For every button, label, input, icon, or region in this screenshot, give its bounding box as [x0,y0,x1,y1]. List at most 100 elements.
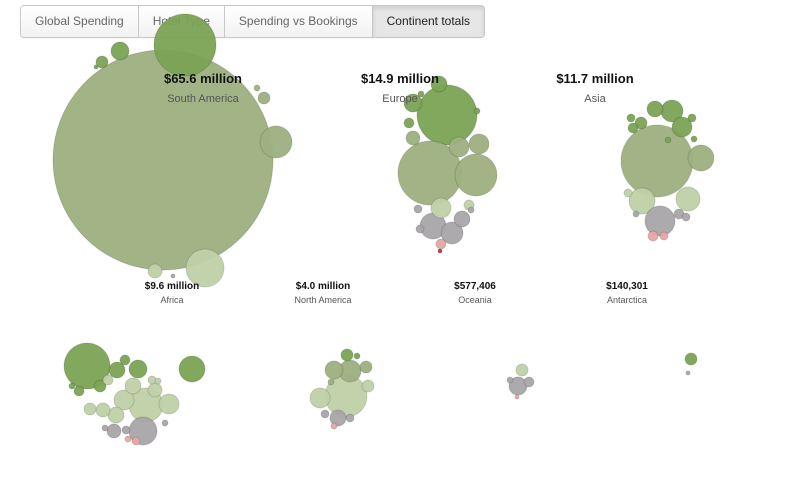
europe-bubble-16[interactable] [435,238,447,250]
europe-total: $14.9 million [361,71,439,86]
north-america-bubble-5[interactable] [309,387,331,409]
asia-bubble-16[interactable] [623,188,633,198]
asia-label: Asia [584,93,606,105]
africa-bubble-17[interactable] [106,423,122,439]
asia-bubble-10[interactable] [675,186,701,212]
africa-label: Africa [160,295,183,305]
europe-bubble-6[interactable] [430,75,448,93]
asia-bubble-4[interactable] [634,116,648,130]
africa-bubble-22[interactable] [68,382,76,390]
south-america-bubble-10[interactable] [170,273,176,279]
africa-bubble-19[interactable] [131,436,141,446]
north-america-bubble-10[interactable] [330,422,338,430]
europe-bubble-10[interactable] [440,221,464,245]
south-america-bubble-8[interactable] [257,91,271,105]
asia-bubble-2[interactable] [671,116,693,138]
asia-bubble-14[interactable] [647,230,659,242]
south-america-bubble-3[interactable] [259,125,293,159]
europe-bubble-18[interactable] [417,90,425,98]
north-america-bubble-3[interactable] [359,360,373,374]
antarctica-bubble-1[interactable] [685,370,691,376]
europe-bubble-14[interactable] [413,204,423,214]
asia-bubble-6[interactable] [626,113,636,123]
oceania-total: $577,406 [454,281,496,292]
asia-bubble-3[interactable] [646,100,664,118]
north-america-bubble-11[interactable] [353,352,361,360]
asia-bubble-9[interactable] [628,187,656,215]
europe-bubble-17[interactable] [437,248,443,254]
africa-bubble-6[interactable] [158,393,180,415]
south-america-bubble-1[interactable] [153,13,217,77]
asia-bubble-5[interactable] [627,122,639,134]
asia-bubble-19[interactable] [664,136,672,144]
africa-bubble-0[interactable] [63,342,111,390]
tab-global-spending[interactable]: Global Spending [21,6,139,37]
africa-bubble-4[interactable] [113,389,135,411]
africa-bubble-15[interactable] [147,382,163,398]
africa-bubble-16[interactable] [102,374,114,386]
antarctica-total: $140,301 [606,281,648,292]
asia-bubble-15[interactable] [659,231,669,241]
europe-bubble-0[interactable] [416,84,478,146]
asia-bubble-11[interactable] [644,205,676,237]
africa-bubble-23[interactable] [161,419,169,427]
africa-bubble-12[interactable] [119,354,131,366]
europe-bubble-15[interactable] [415,224,425,234]
asia-bubble-18[interactable] [690,135,698,143]
africa-bubble-7[interactable] [124,377,142,395]
europe-bubble-5[interactable] [403,93,423,113]
north-america-bubble-12[interactable] [327,378,335,386]
europe-bubble-19[interactable] [473,107,481,115]
south-america-bubble-5[interactable] [110,41,130,61]
asia-bubble-7[interactable] [687,113,697,123]
europe-bubble-11[interactable] [453,210,471,228]
asia-bubble-8[interactable] [687,144,715,172]
tab-continent-totals[interactable]: Continent totals [372,6,485,37]
north-america-bubble-2[interactable] [324,360,344,380]
north-america-bubble-6[interactable] [361,379,375,393]
africa-total: $9.6 million [145,281,199,292]
africa-bubble-18[interactable] [121,425,131,435]
south-america-bubble-6[interactable] [95,55,109,69]
europe-bubble-4[interactable] [468,133,490,155]
asia-bubble-17[interactable] [632,210,640,218]
europe-bubble-12[interactable] [430,197,452,219]
north-america-bubble-8[interactable] [345,413,355,423]
africa-bubble-10[interactable] [128,359,148,379]
label-layer: $65.6 million South America $14.9 millio… [145,71,649,305]
south-america-total: $65.6 million [164,71,242,86]
south-america-bubble-7[interactable] [93,64,99,70]
oceania-bubble-2[interactable] [523,376,535,388]
oceania-bubble-1[interactable] [515,363,529,377]
africa-bubble-20[interactable] [124,435,132,443]
antarctica-bubble-0[interactable] [684,352,698,366]
africa-bubble-1[interactable] [178,355,206,383]
europe-bubble-7[interactable] [403,117,415,129]
europe-bubble-20[interactable] [467,206,475,214]
europe-label: Europe [382,93,417,105]
europe-bubble-2[interactable] [454,153,498,197]
africa-bubble-11[interactable] [108,361,126,379]
africa-bubble-5[interactable] [107,406,125,424]
europe-bubble-3[interactable] [448,136,470,158]
north-america-total: $4.0 million [296,281,350,292]
africa-bubble-8[interactable] [95,402,111,418]
north-america-bubble-9[interactable] [320,409,330,419]
africa-bubble-14[interactable] [93,379,107,393]
oceania-bubble-4[interactable] [514,394,520,400]
africa-bubble-9[interactable] [83,402,97,416]
africa-bubble-24[interactable] [154,377,162,385]
asia-bubble-13[interactable] [681,212,691,222]
tab-spending-vs-bookings[interactable]: Spending vs Bookings [224,6,373,37]
south-america-bubble-2[interactable] [185,248,225,288]
africa-bubble-25[interactable] [101,424,109,432]
africa-bubble-13[interactable] [73,385,85,397]
north-america-bubble-4[interactable] [340,348,354,362]
europe-bubble-8[interactable] [405,130,421,146]
south-america-bubble-4[interactable] [147,263,163,279]
asia-total: $11.7 million [556,71,633,86]
oceania-bubble-3[interactable] [506,376,514,384]
south-america-bubble-9[interactable] [253,84,261,92]
oceania-label: Oceania [458,295,492,305]
